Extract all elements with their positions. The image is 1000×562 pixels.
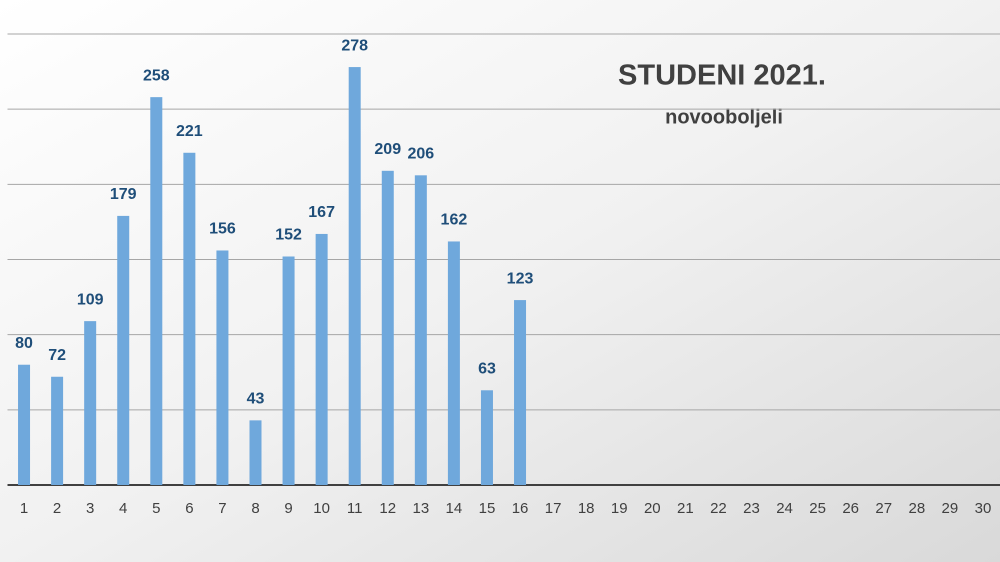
value-label: 221 xyxy=(176,123,203,140)
x-tick-label: 15 xyxy=(479,500,496,517)
x-tick-label: 5 xyxy=(152,500,160,517)
value-label: 162 xyxy=(441,212,468,229)
x-tick-label: 2 xyxy=(53,500,61,517)
x-tick-label: 29 xyxy=(942,500,959,517)
bar xyxy=(381,170,394,485)
x-tick-label: 13 xyxy=(412,500,429,517)
bar xyxy=(480,390,493,485)
x-tick-label: 12 xyxy=(379,500,396,517)
x-tick-label: 3 xyxy=(86,500,94,517)
x-tick-label: 24 xyxy=(776,500,793,517)
x-tick-label: 19 xyxy=(611,500,628,517)
value-label: 258 xyxy=(143,67,170,84)
x-tick-label: 20 xyxy=(644,500,661,517)
x-tick-label: 26 xyxy=(842,500,859,517)
value-label: 179 xyxy=(110,186,137,203)
x-tick-label: 27 xyxy=(875,500,892,517)
bar xyxy=(348,67,361,485)
bar xyxy=(150,97,163,485)
value-label: 278 xyxy=(341,37,368,54)
x-tick-label: 6 xyxy=(185,500,193,517)
x-tick-label: 28 xyxy=(908,500,925,517)
x-tick-label: 22 xyxy=(710,500,727,517)
value-label: 109 xyxy=(77,291,104,308)
x-tick-label: 17 xyxy=(545,500,562,517)
x-tick-label: 11 xyxy=(347,500,363,517)
bar xyxy=(315,233,328,485)
bar xyxy=(51,376,64,485)
x-tick-label: 23 xyxy=(743,500,760,517)
x-tick-label: 8 xyxy=(251,500,259,517)
value-label: 72 xyxy=(48,347,66,364)
bar xyxy=(414,175,427,485)
bar xyxy=(117,215,130,486)
bar xyxy=(18,364,31,485)
value-label: 156 xyxy=(209,221,236,238)
bar xyxy=(84,321,97,485)
value-label: 206 xyxy=(407,146,434,163)
x-tick-label: 4 xyxy=(119,500,127,517)
value-label: 80 xyxy=(15,335,33,352)
x-tick-label: 7 xyxy=(218,500,226,517)
x-tick-label: 18 xyxy=(578,500,595,517)
x-tick-label: 30 xyxy=(975,500,992,517)
value-label: 123 xyxy=(507,270,534,287)
value-label: 152 xyxy=(275,227,302,244)
bar xyxy=(183,152,196,485)
chart-subtitle: novooboljeli xyxy=(665,106,783,128)
x-tick-label: 25 xyxy=(809,500,826,517)
value-label: 209 xyxy=(374,141,401,158)
value-label: 167 xyxy=(308,204,335,221)
x-tick-label: 16 xyxy=(512,500,529,517)
chart-title: STUDENI 2021. xyxy=(618,60,826,92)
bar xyxy=(282,256,295,485)
x-tick-label: 14 xyxy=(446,500,463,517)
x-tick-label: 9 xyxy=(284,500,292,517)
bar xyxy=(447,241,460,485)
bar xyxy=(514,300,527,485)
bar xyxy=(216,250,229,485)
x-tick-label: 1 xyxy=(20,500,28,517)
value-label: 63 xyxy=(478,361,496,378)
bar xyxy=(249,420,262,485)
x-tick-label: 21 xyxy=(677,500,694,517)
value-label: 43 xyxy=(247,391,265,408)
x-tick-label: 10 xyxy=(313,500,330,517)
